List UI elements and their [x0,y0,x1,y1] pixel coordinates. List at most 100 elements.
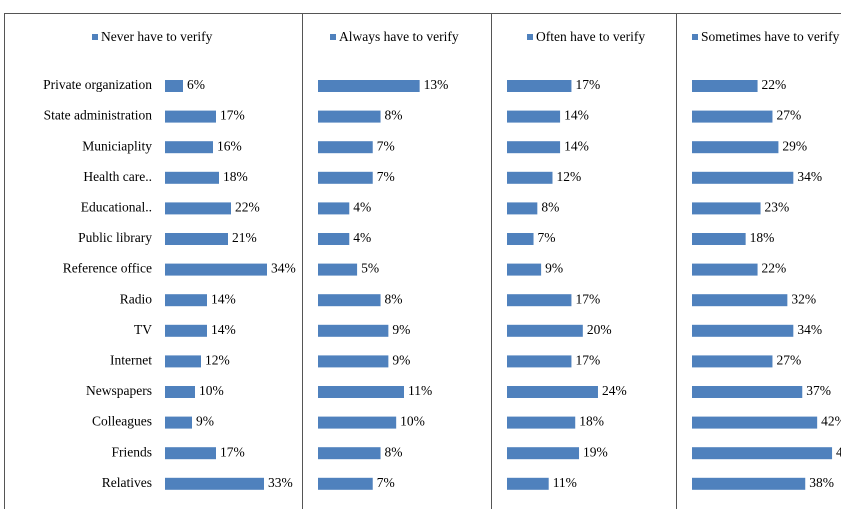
bar [165,171,219,184]
bar [507,171,553,184]
value-label: 8% [385,108,403,123]
value-label: 33% [268,475,293,490]
bar [165,294,207,307]
bar [692,477,806,490]
bar [165,233,228,245]
category-label: Colleagues [92,414,152,429]
bar [692,141,779,154]
value-label: 17% [575,352,600,367]
bar [318,324,389,337]
value-label: 16% [217,138,242,153]
legend-marker [692,34,698,40]
bar [692,386,803,398]
bar [692,355,773,368]
bar [507,80,572,92]
value-label: 10% [400,414,425,429]
value-label: 34% [797,322,822,337]
bar [692,294,788,307]
bar [318,263,358,276]
bar [165,416,192,429]
bar [165,355,201,368]
value-label: 9% [545,261,563,276]
value-label: 34% [797,169,822,184]
value-label: 12% [205,352,230,367]
category-label: Municiaplity [82,138,152,153]
value-label: 12% [556,169,581,184]
value-label: 14% [211,322,236,337]
bar [692,416,818,429]
category-label: Newspapers [86,383,152,398]
value-label: 7% [377,138,395,153]
value-label: 11% [553,475,577,490]
bar [692,80,758,92]
bar [507,355,572,368]
value-label: 7% [538,230,556,245]
value-label: 17% [220,108,245,123]
bar [318,477,373,490]
bar [692,233,746,245]
bar [165,324,207,337]
value-label: 18% [223,169,248,184]
bar [318,110,381,123]
value-label: 13% [424,77,449,92]
value-label: 11% [408,383,432,398]
value-label: 18% [750,230,775,245]
bar [692,110,773,123]
value-label: 14% [564,108,589,123]
value-label: 18% [579,414,604,429]
value-label: 8% [541,199,559,214]
value-label: 27% [776,108,801,123]
value-label: 19% [583,444,608,459]
value-label: 8% [385,291,403,306]
bar [507,294,572,307]
value-label: 37% [806,383,831,398]
bar [507,263,542,276]
value-label: 7% [377,169,395,184]
bar [318,171,373,184]
value-label: 14% [564,138,589,153]
category-label: Reference office [63,261,152,276]
bar [507,324,583,337]
bar [165,263,267,276]
bar [318,416,397,429]
bar [165,386,195,398]
bar [318,355,389,368]
bar [165,110,216,123]
bar [692,447,833,460]
bar [318,386,404,398]
bar [318,294,381,307]
value-label: 23% [765,199,790,214]
value-label: 6% [187,77,205,92]
value-label: 20% [587,322,612,337]
legend-marker [92,34,98,40]
value-label: 34% [271,261,296,276]
category-label: Internet [110,352,152,367]
bar [507,233,534,245]
value-label: 32% [791,291,816,306]
value-label: 4% [353,230,371,245]
legend-marker [527,34,533,40]
category-label: Relatives [102,475,152,490]
value-label: 29% [782,138,807,153]
value-label: 7% [377,475,395,490]
category-label: Private organization [43,77,152,92]
bar [318,447,381,460]
bar [318,141,373,154]
bar [165,477,264,490]
value-label: 42% [821,414,841,429]
value-label: 10% [199,383,224,398]
frame [4,13,841,509]
category-label: State administration [44,108,153,123]
value-label: 14% [211,291,236,306]
bar [165,80,183,92]
value-label: 22% [762,261,787,276]
category-label: Health care.. [83,169,152,184]
value-label: 8% [385,444,403,459]
value-label: 27% [776,352,801,367]
bar [507,477,549,490]
bar [165,141,213,154]
bar [318,80,420,92]
bar [507,416,576,429]
bar [507,141,561,154]
bar [507,386,598,398]
